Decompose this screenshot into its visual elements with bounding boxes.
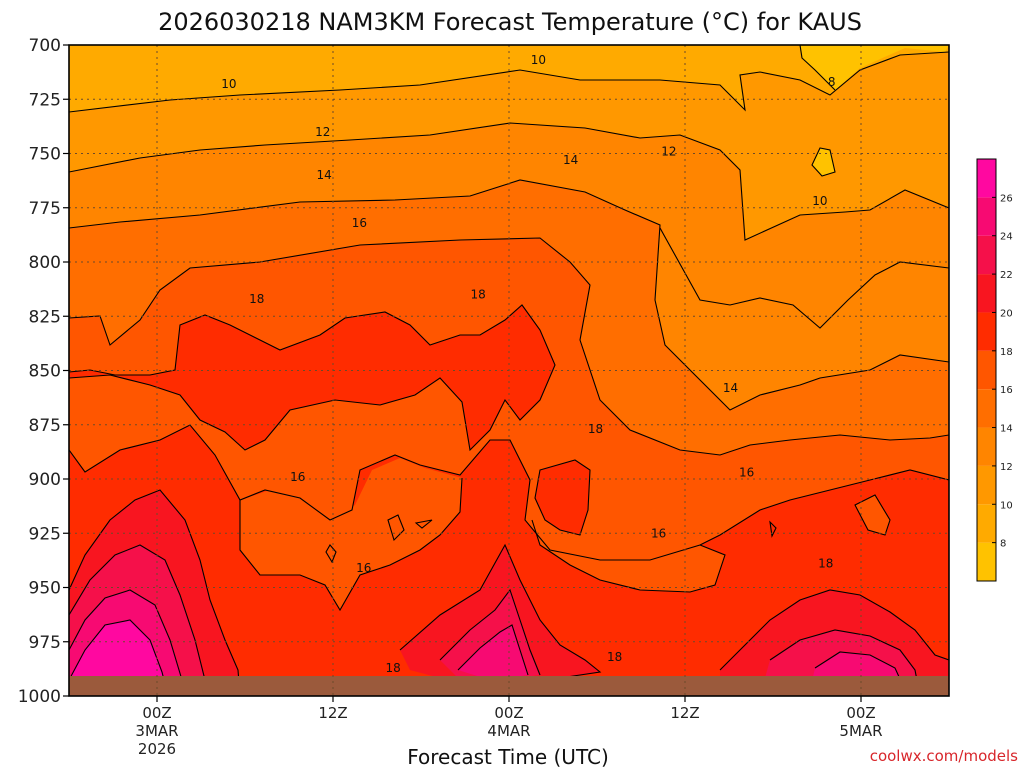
contour-label: 10 <box>812 194 827 208</box>
contour-label: 16 <box>356 561 371 575</box>
y-tick-label: 700 <box>29 36 61 56</box>
colorbar-label: 16 <box>1000 385 1013 396</box>
contour-lines <box>69 45 949 696</box>
temperature-field <box>69 45 949 696</box>
credit-text[interactable]: coolwx.com/models <box>870 747 1018 765</box>
x-tick-label: 00Z <box>494 704 523 722</box>
contour-label: 16 <box>352 216 367 230</box>
band-12-14-lower <box>655 228 949 410</box>
contour-labels: 10 10 8 12 12 14 14 10 16 18 18 14 18 16 16 16 16 18 18 18 <box>221 53 836 675</box>
colorbar-label: 20 <box>1000 308 1013 319</box>
y-tick-label: 900 <box>29 470 61 490</box>
surface-ground <box>69 676 949 696</box>
y-axis: 700 725 750 775 800 825 850 875 900 925 950 975 1000 <box>18 36 69 707</box>
contour-label: 8 <box>828 75 836 89</box>
y-tick-label: 975 <box>29 633 61 653</box>
y-tick-label: 825 <box>29 307 61 327</box>
y-tick-label: 725 <box>29 90 61 110</box>
colorbar-label: 8 <box>1000 539 1006 550</box>
contour-label: 14 <box>563 153 578 167</box>
x-tick-label: 00Z <box>846 704 875 722</box>
y-tick-label: 750 <box>29 145 61 165</box>
contour-label: 10 <box>221 77 236 91</box>
grid-lines <box>69 45 949 696</box>
x-tick-sublabel: 3MAR <box>135 722 178 740</box>
colorbar-swatch <box>977 159 996 198</box>
band-6-8-island <box>812 148 835 176</box>
colorbar-swatch <box>977 504 996 543</box>
x-tick-sublabel: 2026 <box>138 740 176 758</box>
contour-label: 18 <box>818 557 833 571</box>
band-16-18-pocket <box>855 495 890 535</box>
colorbar-label: 18 <box>1000 347 1013 358</box>
band-16-18-inner <box>240 458 462 610</box>
y-tick-label: 850 <box>29 362 61 382</box>
contour-label: 16 <box>739 465 754 479</box>
contour-label: 18 <box>249 292 264 306</box>
y-tick-label: 1000 <box>18 687 61 707</box>
colorbar-swatch <box>977 274 996 313</box>
y-tick-label: 875 <box>29 416 61 436</box>
colorbar-swatch <box>977 197 996 236</box>
colorbar-label: 10 <box>1000 500 1013 511</box>
x-tick-sublabel: 4MAR <box>487 722 530 740</box>
colorbar-swatch <box>977 235 996 275</box>
colorbar-label: 12 <box>1000 462 1013 473</box>
colorbar-swatch <box>977 427 996 466</box>
colorbar-swatch <box>977 350 996 390</box>
colorbar-label: 24 <box>1000 232 1013 243</box>
colorbar: 8 10 12 14 16 18 20 22 24 26 <box>976 158 1013 582</box>
band-16-18-inner-right <box>532 520 725 592</box>
colorbar-swatch <box>977 389 996 428</box>
contour-label: 16 <box>651 526 666 540</box>
y-tick-label: 775 <box>29 199 61 219</box>
contour-label: 14 <box>723 381 738 395</box>
band-18-20-upper <box>69 305 555 450</box>
contour-label: 12 <box>661 144 676 158</box>
contour-label: 14 <box>317 168 332 182</box>
colorbar-label: 14 <box>1000 424 1013 435</box>
x-tick-label: 12Z <box>670 704 699 722</box>
x-tick-label: 00Z <box>142 704 171 722</box>
contour-label: 12 <box>315 125 330 139</box>
band-24-26-mid <box>458 625 528 680</box>
colorbar-swatch <box>977 465 996 505</box>
contour-label: 18 <box>588 422 603 436</box>
y-tick-label: 800 <box>29 253 61 273</box>
colorbar-frame <box>976 158 997 582</box>
colorbar-label: 26 <box>1000 193 1013 204</box>
contour-label: 16 <box>290 470 305 484</box>
colorbar-swatch <box>977 542 996 581</box>
x-axis-label: Forecast Time (UTC) <box>407 745 609 768</box>
contour-label: 18 <box>385 661 400 675</box>
contour-label: 18 <box>471 288 486 302</box>
band-18-20-right <box>535 460 590 535</box>
band-6-8 <box>800 45 949 90</box>
contour-label: 10 <box>531 53 546 67</box>
contour-label: 18 <box>607 650 622 664</box>
colorbar-swatch <box>977 312 996 351</box>
band-8-10 <box>69 45 949 112</box>
chart-title: 2026030218 NAM3KM Forecast Temperature (… <box>158 8 862 36</box>
colorbar-label: 22 <box>1000 270 1013 281</box>
x-tick-sublabel: 5MAR <box>839 722 882 740</box>
x-tick-label: 12Z <box>318 704 347 722</box>
y-tick-label: 925 <box>29 524 61 544</box>
y-tick-label: 950 <box>29 579 61 599</box>
